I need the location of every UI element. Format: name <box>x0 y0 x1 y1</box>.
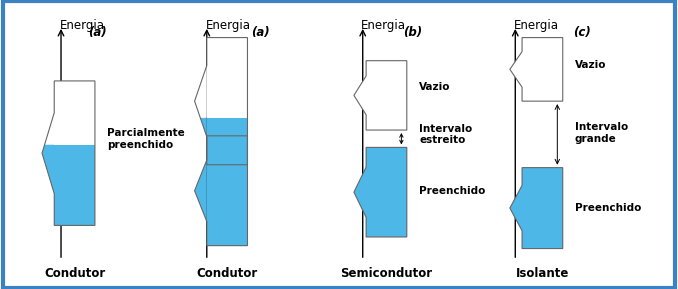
Text: Preenchido: Preenchido <box>419 186 485 196</box>
Polygon shape <box>200 118 207 137</box>
Polygon shape <box>522 168 563 249</box>
Text: Vazio: Vazio <box>575 60 606 70</box>
Text: Intervalo
estreito: Intervalo estreito <box>419 124 473 145</box>
Polygon shape <box>195 66 207 118</box>
Polygon shape <box>42 144 54 194</box>
Text: Energia: Energia <box>361 19 406 32</box>
Text: Condutor: Condutor <box>44 267 105 279</box>
Polygon shape <box>54 81 95 144</box>
Text: Isolante: Isolante <box>516 267 569 279</box>
Text: Condutor: Condutor <box>197 267 258 279</box>
Polygon shape <box>366 147 407 237</box>
Text: Energia: Energia <box>514 19 559 32</box>
Text: (a): (a) <box>88 26 106 39</box>
Polygon shape <box>522 38 563 101</box>
Text: Vazio: Vazio <box>419 82 450 92</box>
Polygon shape <box>366 61 407 130</box>
Text: Parcialmente
preenchido: Parcialmente preenchido <box>107 128 185 149</box>
Text: Intervalo
grande: Intervalo grande <box>575 122 629 144</box>
Polygon shape <box>207 136 247 246</box>
Text: Preenchido: Preenchido <box>575 203 641 213</box>
Text: (a): (a) <box>251 26 269 39</box>
Polygon shape <box>195 160 207 221</box>
Polygon shape <box>207 118 247 165</box>
Polygon shape <box>207 38 247 118</box>
Polygon shape <box>510 186 522 231</box>
Polygon shape <box>45 113 54 144</box>
Text: Energia: Energia <box>205 19 250 32</box>
Text: (c): (c) <box>573 26 591 39</box>
Text: (b): (b) <box>403 26 422 39</box>
Polygon shape <box>354 167 366 217</box>
Text: Energia: Energia <box>60 19 104 32</box>
Text: Semicondutor: Semicondutor <box>340 267 433 279</box>
Polygon shape <box>54 144 95 225</box>
Polygon shape <box>510 51 522 87</box>
Polygon shape <box>354 76 366 115</box>
